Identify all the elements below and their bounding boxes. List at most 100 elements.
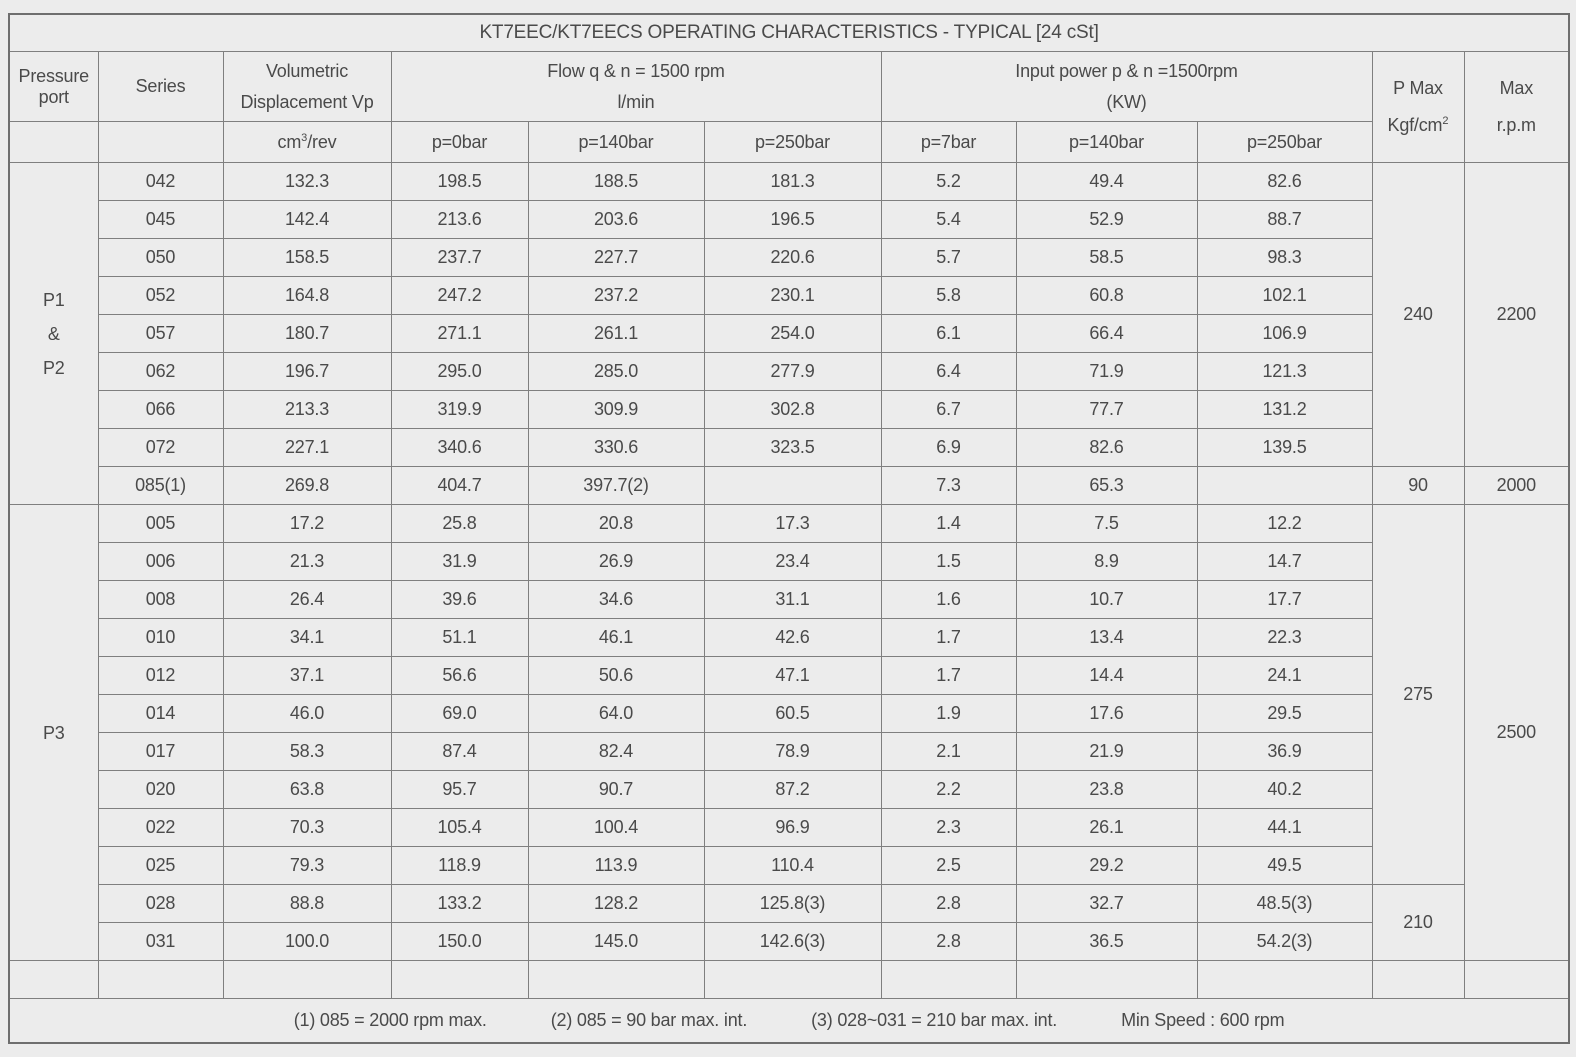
header-flow-p140: p=140bar bbox=[527, 121, 705, 163]
power-cell: 10.7 bbox=[1015, 580, 1198, 619]
power-cell: 139.5 bbox=[1196, 428, 1373, 467]
power-cell: 22.3 bbox=[1196, 618, 1373, 657]
header-max-rpm: Max r.p.m bbox=[1463, 51, 1570, 163]
power-cell: 88.7 bbox=[1196, 200, 1373, 239]
flow-cell: 295.0 bbox=[390, 352, 529, 391]
power-cell: 1.5 bbox=[880, 542, 1017, 581]
header-pmax-unit: Kgf/cm2 bbox=[1375, 107, 1462, 144]
displacement-cell: 46.0 bbox=[222, 694, 392, 733]
max-rpm-cell: 2500 bbox=[1463, 504, 1570, 961]
flow-cell: 404.7 bbox=[390, 466, 529, 505]
pressure-port-label: P2 bbox=[42, 357, 65, 378]
displacement-cell: 132.3 bbox=[222, 162, 392, 201]
max-rpm-cell: 2000 bbox=[1463, 466, 1570, 505]
series-cell: 006 bbox=[97, 542, 224, 581]
flow-cell bbox=[703, 466, 882, 505]
vp-unit-sup: 3 bbox=[301, 131, 308, 144]
table-row: 050 158.5 237.7 227.7 220.6 5.7 58.5 98.3 bbox=[9, 238, 1569, 277]
flow-cell: 31.1 bbox=[703, 580, 882, 619]
header-displacement: Volumetric Displacement Vp bbox=[222, 51, 392, 122]
flow-cell: 237.2 bbox=[527, 276, 705, 315]
displacement-cell: 196.7 bbox=[222, 352, 392, 391]
flow-cell: 47.1 bbox=[703, 656, 882, 695]
header-empty-pressure bbox=[8, 121, 99, 163]
displacement-cell: 70.3 bbox=[222, 808, 392, 847]
flow-cell: 78.9 bbox=[703, 732, 882, 771]
table-row: 062 196.7 295.0 285.0 277.9 6.4 71.9 121.3 bbox=[9, 352, 1569, 391]
flow-cell: 46.1 bbox=[527, 618, 705, 657]
pressure-port-label: P3 bbox=[42, 722, 65, 743]
displacement-cell: 63.8 bbox=[222, 770, 392, 809]
flow-cell: 330.6 bbox=[527, 428, 705, 467]
table-row: 028 88.8 133.2 128.2 125.8(3) 2.8 32.7 48.5(3) 2… bbox=[9, 884, 1569, 961]
flow-cell: 125.8(3) bbox=[703, 884, 882, 923]
table-row: 012 37.1 56.6 50.6 47.1 1.7 14.4 24.1 bbox=[9, 656, 1569, 695]
flow-cell: 128.2 bbox=[527, 884, 705, 923]
header-flow-group: Flow q & n = 1500 rpm l/min bbox=[390, 51, 882, 122]
power-cell: 13.4 bbox=[1015, 618, 1198, 657]
header-pmax-label: P Max bbox=[1393, 78, 1443, 98]
vp-unit-text: cm bbox=[277, 131, 302, 152]
series-cell: 005 bbox=[97, 504, 224, 543]
table-body: P1 & P2 042 132.3 198.5 188.5 181.3 5.2 49.4 82.6 2… bbox=[8, 162, 1570, 961]
flow-cell: 113.9 bbox=[527, 846, 705, 885]
pmax-cell: 275 bbox=[1371, 504, 1465, 885]
flow-cell: 105.4 bbox=[390, 808, 529, 847]
footnote-3: (3) 028~031 = 210 bar max. int. bbox=[811, 1010, 1058, 1030]
displacement-cell: 21.3 bbox=[222, 542, 392, 581]
power-cell: 5.8 bbox=[880, 276, 1017, 315]
series-cell: 062 bbox=[97, 352, 224, 391]
table-title: KT7EEC/KT7EECS OPERATING CHARACTERISTICS… bbox=[8, 13, 1570, 52]
flow-cell: 285.0 bbox=[527, 352, 705, 391]
series-cell: 031 bbox=[97, 922, 224, 961]
power-cell: 14.7 bbox=[1196, 542, 1373, 581]
flow-cell: 340.6 bbox=[390, 428, 529, 467]
flow-cell: 196.5 bbox=[703, 200, 882, 239]
power-cell: 21.9 bbox=[1015, 732, 1198, 771]
empty-cell bbox=[880, 960, 1017, 999]
power-cell: 7.5 bbox=[1015, 504, 1198, 543]
power-cell: 2.5 bbox=[880, 846, 1017, 885]
flow-cell: 254.0 bbox=[703, 314, 882, 353]
flow-cell: 181.3 bbox=[703, 162, 882, 201]
power-cell: 40.2 bbox=[1196, 770, 1373, 809]
empty-cell bbox=[222, 960, 392, 999]
flow-cell: 237.7 bbox=[390, 238, 529, 277]
header-flow-line2: l/min bbox=[617, 91, 655, 112]
power-cell: 2.3 bbox=[880, 808, 1017, 847]
header-row-groups: Pressure port Series Volumetric Displace… bbox=[8, 51, 1570, 163]
flow-cell: 230.1 bbox=[703, 276, 882, 315]
pmax-cell: 210 bbox=[1371, 884, 1465, 961]
flow-cell: 309.9 bbox=[527, 390, 705, 429]
flow-cell: 302.8 bbox=[703, 390, 882, 429]
power-cell: 60.8 bbox=[1015, 276, 1198, 315]
power-cell: 36.5 bbox=[1015, 922, 1198, 961]
header-empty-series bbox=[97, 121, 224, 163]
series-cell: 085(1) bbox=[97, 466, 224, 505]
pmax-unit-sup: 2 bbox=[1442, 115, 1449, 127]
empty-cell bbox=[1371, 960, 1465, 999]
header-flow-p0: p=0bar bbox=[390, 121, 529, 163]
flow-cell: 96.9 bbox=[703, 808, 882, 847]
series-cell: 052 bbox=[97, 276, 224, 315]
header-vp-unit: cm3/rev bbox=[222, 121, 392, 163]
power-cell: 17.7 bbox=[1196, 580, 1373, 619]
power-cell: 5.7 bbox=[880, 238, 1017, 277]
flow-cell: 261.1 bbox=[527, 314, 705, 353]
header-rpm-unit: r.p.m bbox=[1496, 115, 1536, 135]
power-cell: 48.5(3) bbox=[1196, 884, 1373, 923]
power-cell: 54.2(3) bbox=[1196, 922, 1373, 961]
pmax-cell: 240 bbox=[1371, 162, 1465, 467]
series-cell: 066 bbox=[97, 390, 224, 429]
displacement-cell: 164.8 bbox=[222, 276, 392, 315]
footnotes-container: (1) 085 = 2000 rpm max. (2) 085 = 90 bar… bbox=[12, 1010, 1566, 1031]
power-cell: 1.7 bbox=[880, 656, 1017, 695]
displacement-cell: 79.3 bbox=[222, 846, 392, 885]
flow-cell: 220.6 bbox=[703, 238, 882, 277]
power-cell: 49.5 bbox=[1196, 846, 1373, 885]
series-cell: 050 bbox=[97, 238, 224, 277]
series-cell: 072 bbox=[97, 428, 224, 467]
empty-row bbox=[8, 960, 1570, 999]
flow-cell: 227.7 bbox=[527, 238, 705, 277]
table-row: 010 34.1 51.1 46.1 42.6 1.7 13.4 22.3 bbox=[9, 618, 1569, 657]
